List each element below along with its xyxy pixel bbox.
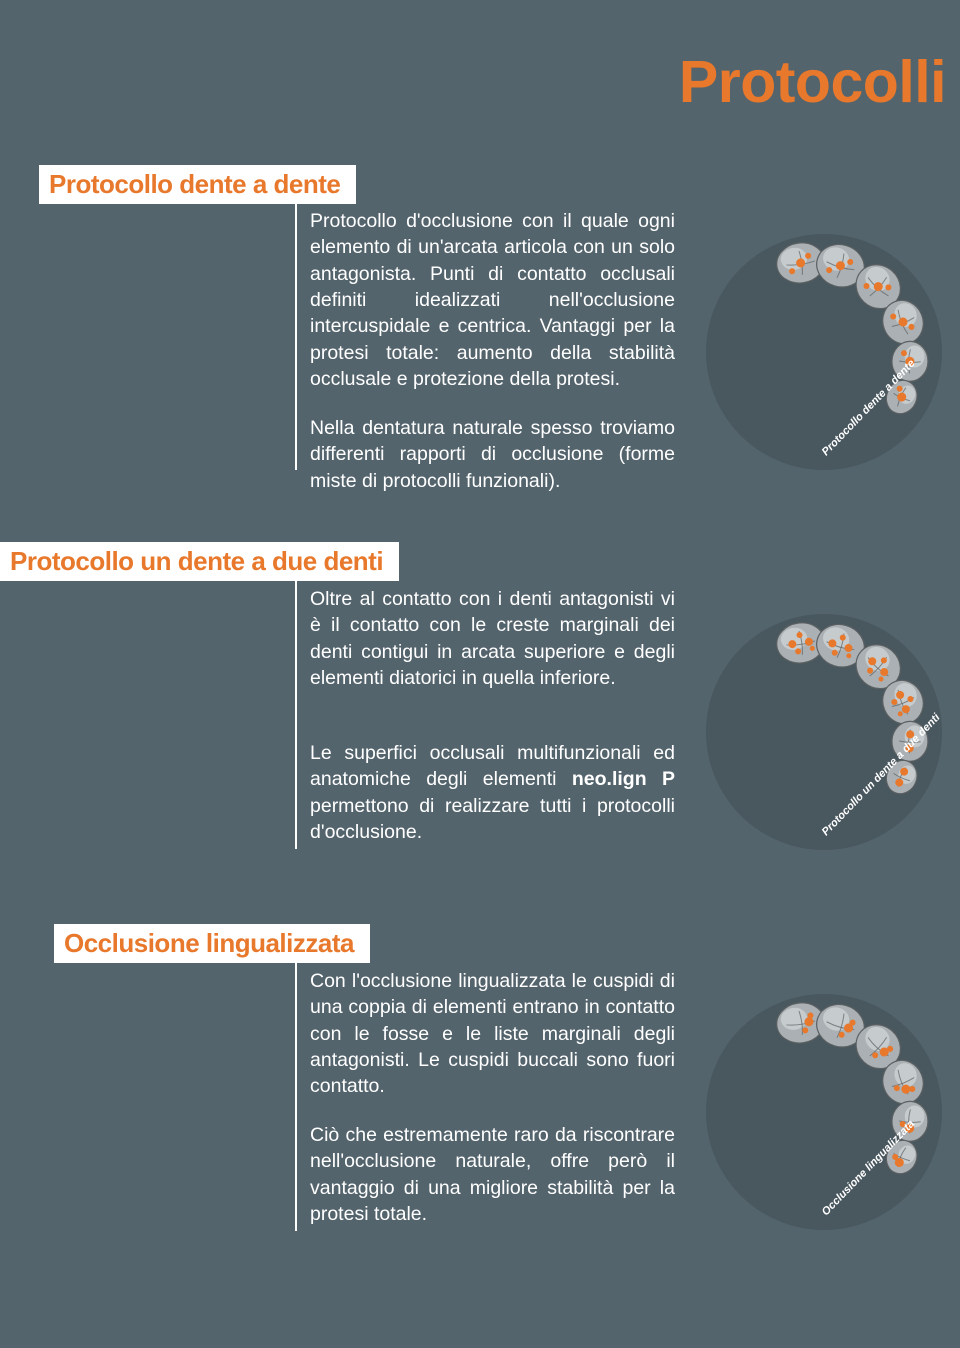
section-paragraph: Ciò che estremamente raro da riscontrare…: [310, 1122, 675, 1227]
page-title: Protocolli: [679, 48, 946, 116]
section-paragraph: Oltre al contatto con i denti antagonist…: [310, 586, 675, 691]
dental-arch-illustration: Occlusione lingualizzata: [696, 990, 946, 1240]
section-label: Protocollo un dente a due denti: [0, 542, 399, 581]
section-divider: [295, 202, 297, 470]
section-divider: [295, 579, 297, 849]
dental-arch-illustration: Protocollo un dente a due denti: [696, 610, 946, 860]
section-divider: [295, 961, 297, 1231]
section-label: Protocollo dente a dente: [39, 165, 356, 204]
section-paragraph: Con l'occlusione lingualizzata le cuspid…: [310, 968, 675, 1100]
section-paragraph: Nella dentatura naturale spesso troviamo…: [310, 415, 675, 494]
section-paragraph: Le superfici occlusali multifunzionali e…: [310, 740, 675, 845]
dental-arch-illustration: Protocollo dente a dente: [696, 230, 946, 480]
section-label: Occlusione lingualizzata: [54, 924, 370, 963]
section-paragraph: Protocollo d'occlusione con il quale ogn…: [310, 208, 675, 392]
